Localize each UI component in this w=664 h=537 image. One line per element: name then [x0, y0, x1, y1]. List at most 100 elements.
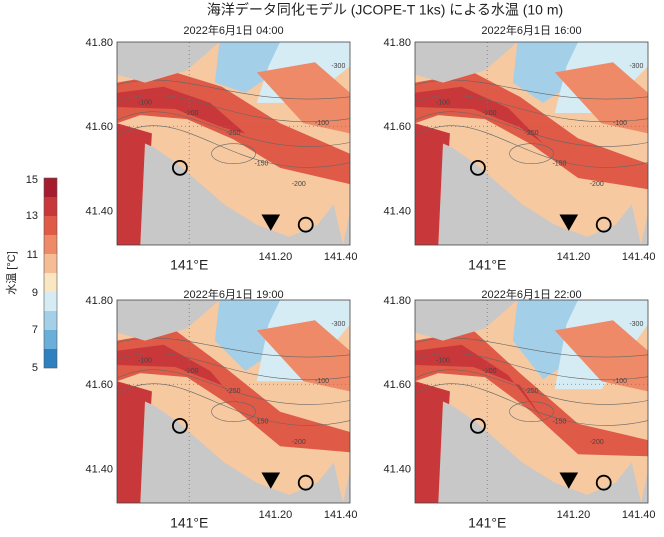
plot-frame — [116, 299, 351, 504]
plot-frame — [414, 299, 649, 504]
contour-label: -200 — [292, 439, 306, 446]
contour-label: -300 — [629, 63, 643, 70]
contour-label: -250 — [226, 388, 240, 395]
contour — [509, 143, 554, 164]
contour — [415, 111, 648, 147]
map-field: -100 -200 -250 -300 -150 -200 -100 — [415, 42, 648, 245]
colorbar-tick-label: 5 — [32, 362, 38, 374]
contour-label: -300 — [331, 321, 345, 328]
contour-label: -200 — [590, 439, 604, 446]
contour-label: -100 — [613, 120, 627, 127]
y-tick-label: 41.80 — [85, 295, 113, 307]
contour — [509, 401, 554, 422]
plot-frame — [414, 41, 649, 246]
contour — [117, 352, 350, 381]
contour-label: -100 — [613, 378, 627, 385]
station-triangle — [559, 472, 579, 489]
x-tick-label: 141°E — [468, 515, 506, 531]
colorbar-label: 水温 [°C] — [5, 251, 18, 295]
x-tick-label: 141.40 — [622, 509, 656, 521]
station-circle — [470, 417, 486, 434]
y-tick-label: 41.40 — [85, 463, 113, 475]
panel-title: 2022年6月1日 04:00 — [183, 23, 283, 37]
y-tick-label: 41.40 — [383, 463, 411, 475]
station-circle — [595, 216, 612, 233]
contour-label: -200 — [483, 110, 497, 117]
station-circle — [470, 159, 486, 176]
colorbar — [43, 177, 58, 369]
contour — [117, 383, 350, 426]
y-tick-label: 41.80 — [383, 37, 411, 49]
contour-label: -200 — [185, 368, 199, 375]
contour-label: -300 — [331, 63, 345, 70]
y-tick-label: 41.80 — [383, 295, 411, 307]
panel-title: 2022年6月1日 19:00 — [183, 287, 283, 301]
map-panel: -100 -200 -250 -300 -150 -200 -100 41.80 41.60 41… — [383, 295, 655, 531]
contour-label: -100 — [315, 378, 329, 385]
station-circle — [172, 159, 188, 176]
contour-label: -250 — [524, 130, 538, 137]
contour-label: -150 — [254, 161, 268, 168]
contour-label: -200 — [590, 181, 604, 188]
contour — [117, 94, 350, 123]
contour — [117, 369, 350, 405]
y-tick-label: 41.60 — [85, 379, 113, 391]
y-tick-label: 41.60 — [383, 121, 411, 133]
map-panel: -100 -200 -250 -300 -150 -200 -100 41.80 41.60 41… — [85, 295, 357, 531]
y-tick-label: 41.60 — [85, 121, 113, 133]
x-tick-label: 141.20 — [557, 509, 591, 521]
map-panel: -100 -200 -250 -300 -150 -200 -100 41.80 41.60 41… — [85, 37, 357, 273]
warm-east — [554, 320, 648, 392]
panel-title: 2022年6月1日 22:00 — [481, 287, 581, 301]
contour — [211, 143, 256, 164]
x-tick-label: 141°E — [170, 515, 208, 531]
y-tick-label: 41.60 — [383, 379, 411, 391]
station-triangle — [261, 472, 281, 489]
y-tick-label: 41.40 — [85, 205, 113, 217]
contour — [415, 352, 648, 381]
contour-label: -100 — [138, 358, 152, 365]
x-tick-label: 141.40 — [324, 251, 358, 263]
contour-label: -100 — [315, 120, 329, 127]
station-triangle — [261, 214, 281, 231]
x-tick-label: 141°E — [170, 257, 208, 273]
contour-label: -150 — [254, 419, 268, 426]
colorbar-tick-label: 15 — [26, 174, 38, 186]
contour-label: -300 — [629, 321, 643, 328]
contour — [415, 369, 648, 405]
station-circle — [595, 474, 612, 491]
map-field: -100 -200 -250 -300 -150 -200 -100 — [117, 300, 350, 503]
warm-east — [554, 62, 648, 134]
map-panel: -100 -200 -250 -300 -150 -200 -100 41.80 41.60 41… — [383, 37, 655, 273]
panel-title: 2022年6月1日 16:00 — [481, 23, 581, 37]
warm-east — [256, 320, 350, 392]
colorbar-tick-label: 9 — [32, 287, 38, 299]
x-tick-label: 141.20 — [259, 509, 293, 521]
colorbar-tick-label: 13 — [26, 210, 38, 222]
contour — [117, 125, 350, 168]
contour — [415, 94, 648, 123]
x-tick-label: 141.20 — [259, 251, 293, 263]
contour-label: -200 — [185, 110, 199, 117]
figure-title: 海洋データ同化モデル (JCOPE-T 1ks) による水温 (10 m) — [207, 2, 563, 18]
contour-label: -150 — [552, 419, 566, 426]
warm-core — [415, 344, 544, 420]
station-triangle — [559, 214, 579, 231]
contour-label: -150 — [552, 161, 566, 168]
contour — [211, 401, 256, 422]
warm-core — [415, 86, 544, 144]
y-tick-label: 41.80 — [85, 37, 113, 49]
warm-core — [117, 86, 246, 134]
plot-frame — [116, 41, 351, 246]
x-tick-label: 141.40 — [324, 509, 358, 521]
contour-label: -250 — [226, 130, 240, 137]
contour-label: -200 — [483, 368, 497, 375]
map-field: -100 -200 -250 -300 -150 -200 -100 — [117, 42, 350, 245]
contour-label: -200 — [292, 181, 306, 188]
contour-label: -100 — [138, 100, 152, 107]
warm-east — [256, 62, 350, 134]
warm-core — [117, 344, 246, 412]
cool-water — [214, 42, 281, 93]
map-field: -100 -200 -250 -300 -150 -200 -100 — [415, 300, 648, 503]
